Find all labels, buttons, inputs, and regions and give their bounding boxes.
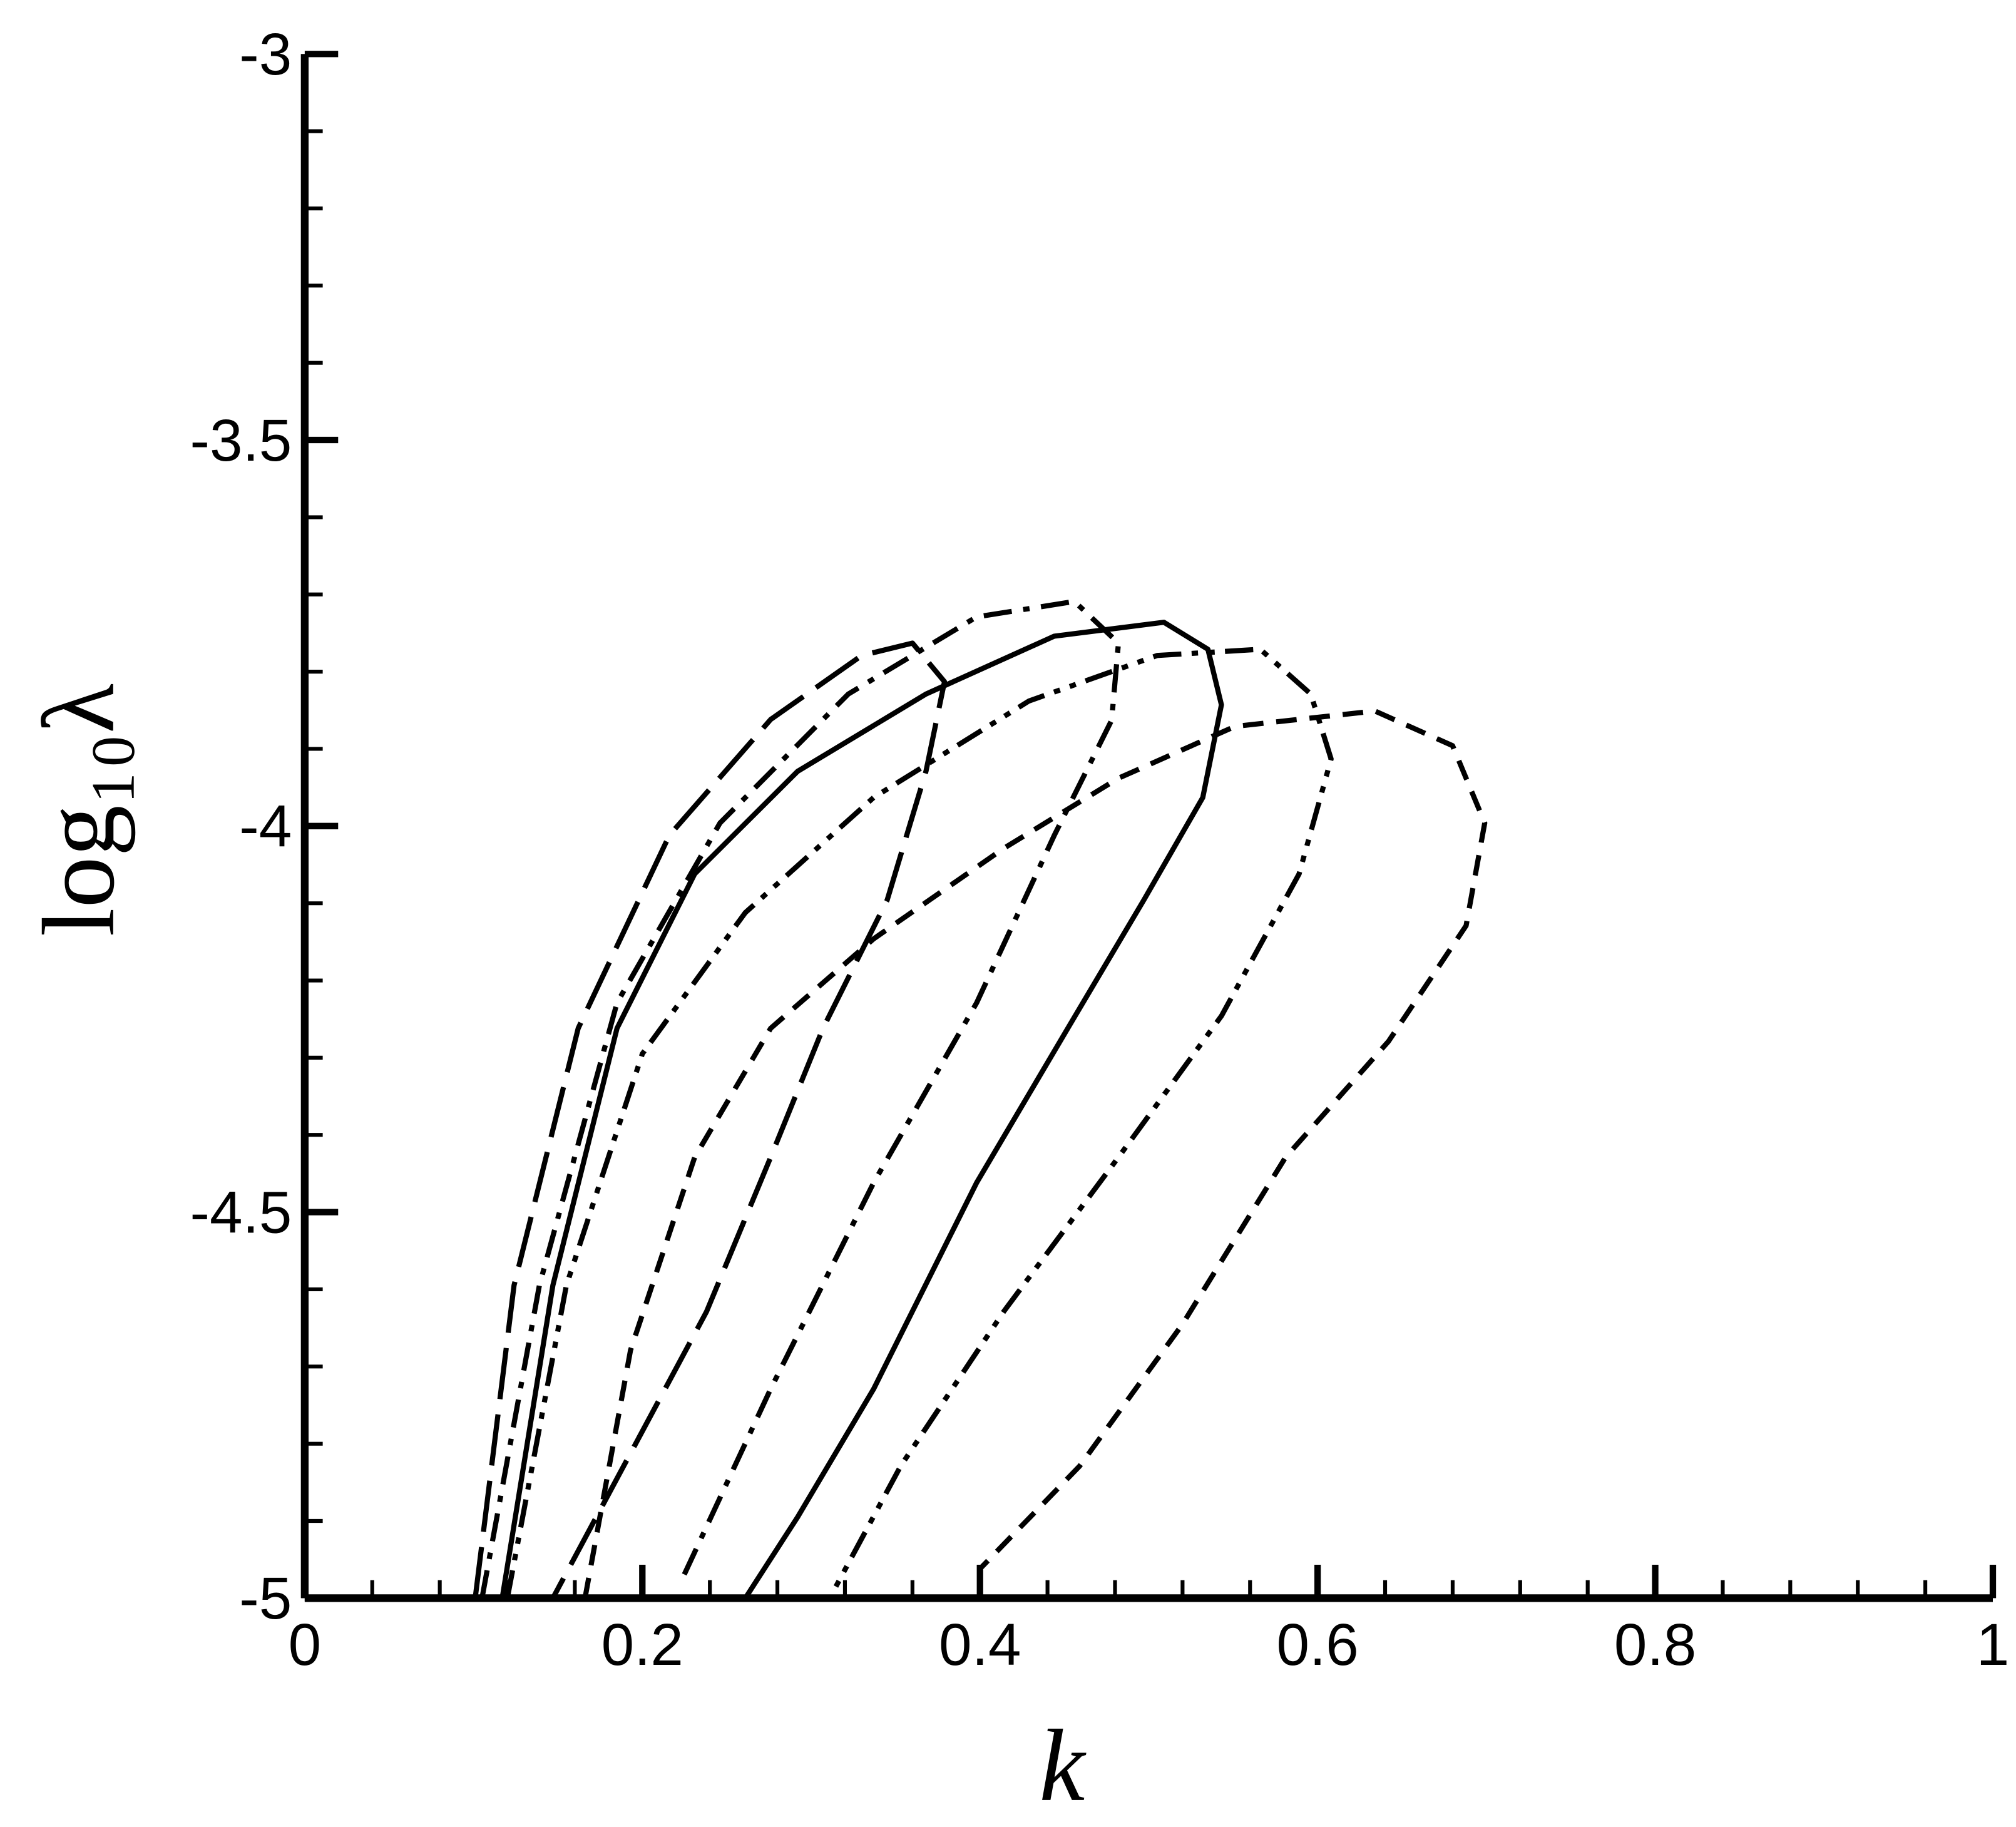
y-tick-label: -3 (239, 21, 292, 88)
x-tick-label: 0.6 (1276, 1612, 1358, 1678)
y-axis-label: log₁₀λ (22, 683, 136, 936)
x-tick-label: 0.4 (939, 1612, 1021, 1678)
curve (504, 647, 1334, 1600)
curve (499, 620, 1224, 1600)
y-tick-label: -4 (239, 794, 292, 860)
curve (582, 708, 1488, 1599)
x-tick-label: 0.8 (1614, 1612, 1696, 1678)
x-axis-label: k (1039, 1709, 1087, 1823)
x-tick-label: 0 (289, 1612, 322, 1678)
y-tick-label: -4.5 (190, 1179, 292, 1246)
curve (479, 598, 1122, 1599)
y-tick-label: -5 (239, 1565, 292, 1632)
y-tick-label: -3.5 (190, 407, 292, 474)
curve (473, 640, 948, 1600)
x-tick-label: 0.2 (601, 1612, 683, 1678)
x-tick-label: 1 (1977, 1612, 2010, 1678)
